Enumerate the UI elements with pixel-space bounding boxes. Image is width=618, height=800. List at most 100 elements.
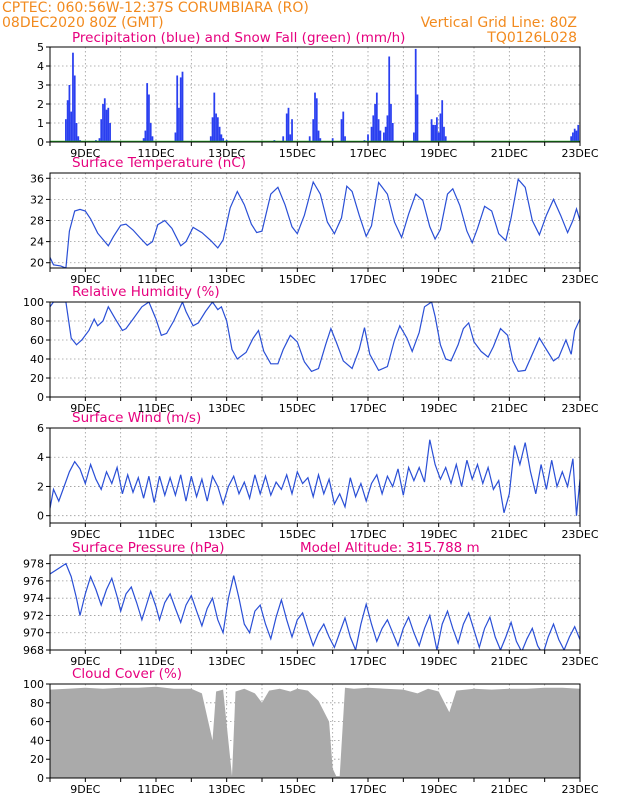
precip-bar [174,132,177,142]
panel-title: Surface Wind (m/s) [72,410,201,426]
precip-bar [70,111,73,142]
x-tick-label: 13DEC [208,528,245,541]
precip-bar [146,83,149,142]
precip-bar [317,130,320,142]
x-tick-label: 19DEC [420,655,457,668]
y-tick-label: 972 [23,609,44,622]
precip-bar [436,117,438,142]
precip-bar [68,85,71,142]
precip-bar [413,132,415,142]
x-tick-label: 21DEC [491,402,528,415]
precip-bar [282,136,285,142]
precip-bar [222,138,225,142]
x-tick-label: 9DEC [70,655,100,668]
x-tick-label: 21DEC [491,655,528,668]
precip-bar [178,107,180,142]
precip-bar [575,130,578,142]
precip-bar [109,123,111,142]
precip-bar [312,119,315,142]
precip-bar [441,100,444,142]
data-layer [50,177,580,268]
x-tick-label: 9DEC [70,402,100,415]
panel-0: Precipitation (blue) and Snow Fall (gree… [37,30,599,160]
x-tick-label: 23DEC [561,783,598,796]
panel-frame [49,554,581,651]
data-layer [50,686,580,778]
y-tick-label: 3 [37,79,44,92]
precip-bar [391,123,394,142]
precip-bar [577,124,580,142]
y-tick-label: 100 [23,296,44,309]
precip-bar [386,115,389,142]
precip-bar [344,136,346,142]
precip-bar [384,126,387,142]
precip-bar [416,94,419,142]
x-tick-label: 17DEC [349,655,386,668]
precip-bar [372,115,375,142]
x-tick-label: 9DEC [70,528,100,541]
x-tick-label: 23DEC [561,402,598,415]
x-tick-label: 15DEC [279,783,316,796]
x-tick-label: 19DEC [420,528,457,541]
x-tick-label: 11DEC [137,402,174,415]
y-tick-label: 0 [37,772,44,785]
y-tick-label: 20 [30,372,44,385]
panel-frame [49,46,581,143]
precip-bar [66,100,69,142]
precip-bar [342,111,345,142]
precip-bar [98,138,101,142]
precip-bar [443,126,445,142]
x-tick-label: 19DEC [420,273,457,286]
panel-frame [49,683,581,779]
precip-bar [315,98,318,142]
x-tick-label: 11DEC [137,783,174,796]
series-line [50,562,580,650]
precip-bar [179,77,182,142]
precip-bar [573,128,576,142]
precip-bar [209,136,212,142]
precip-bar [375,92,378,142]
x-tick-label: 13DEC [208,147,245,160]
header-location: CPTEC: 060:56W-12:37S CORUMBIARA (RO) [2,0,309,16]
precip-bar [220,134,223,142]
precip-bar [176,75,179,142]
y-tick-label: 6 [37,422,44,435]
y-tick-label: 100 [23,678,44,691]
x-tick-label: 23DEC [561,147,598,160]
precip-bar [103,98,106,142]
panel-subtitle: Model Altitude: 315.788 m [300,540,480,556]
precip-bar [572,132,574,142]
precip-bar [414,48,417,142]
precip-bar [285,113,288,142]
y-tick-label: 80 [30,697,44,710]
precip-bar [149,123,152,142]
y-tick-label: 40 [30,353,44,366]
precip-bar [105,109,108,142]
x-tick-label: 19DEC [420,783,457,796]
cloud-area [50,686,580,778]
x-tick-label: 11DEC [137,655,174,668]
x-tick-label: 15DEC [279,273,316,286]
y-tick-label: 5 [37,41,44,54]
x-tick-label: 11DEC [137,147,174,160]
y-tick-label: 40 [30,734,44,747]
x-tick-label: 19DEC [420,147,457,160]
y-tick-label: 1 [37,117,44,130]
x-tick-label: 23DEC [561,655,598,668]
precip-bar [374,104,376,142]
precip-bar [77,136,80,142]
precip-bar [100,119,103,142]
x-tick-label: 15DEC [279,147,316,160]
precip-bar [314,92,316,142]
panel-title: Cloud Cover (%) [72,666,182,682]
header-grid-note: Vertical Grid Line: 80Z [421,15,577,31]
precip-bar [148,94,150,142]
y-tick-label: 24 [30,236,44,249]
precip-bar [181,71,184,142]
precip-bar [331,138,334,142]
series-line [50,177,580,268]
y-tick-label: 80 [30,315,44,328]
precip-bar [142,138,145,142]
y-tick-label: 4 [37,60,44,73]
